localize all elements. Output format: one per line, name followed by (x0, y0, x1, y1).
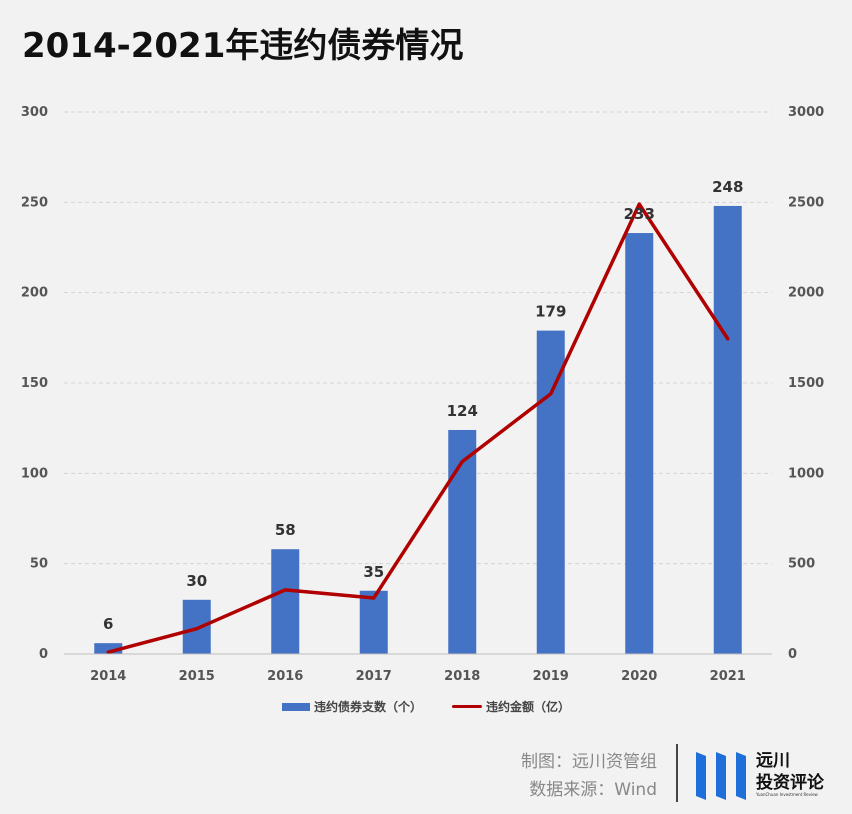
y-left-tick-label: 0 (39, 647, 48, 662)
y-left-tick-label: 300 (21, 105, 48, 120)
bar (359, 590, 388, 654)
legend-bar-label: 违约债券支数（个） (313, 700, 422, 714)
x-tick-label: 2017 (356, 669, 392, 684)
bar (625, 233, 654, 654)
x-tick-label: 2018 (444, 669, 480, 684)
legend: 违约债券支数（个） 违约金额（亿） (0, 698, 852, 715)
bar (536, 330, 565, 654)
footer-divider (676, 744, 678, 802)
bar-data-label: 124 (447, 402, 478, 420)
x-tick-label: 2014 (90, 669, 126, 684)
logo-wordmark: 远川 投资评论 (756, 750, 824, 794)
bar-data-label: 30 (186, 572, 207, 590)
bar-data-label: 58 (275, 521, 296, 539)
gridlines (64, 111, 772, 565)
x-tick-label: 2021 (710, 669, 746, 684)
legend-item-bar: 违约债券支数（个） (281, 698, 422, 715)
y-left-tick-label: 200 (21, 286, 48, 301)
logo-subtitle: YuanChuan Investment Review (756, 792, 818, 797)
bar-data-label: 248 (712, 178, 743, 196)
y-right-tick-label: 3000 (788, 105, 824, 120)
bar-data-label: 35 (363, 563, 384, 581)
y-left-tick-label: 150 (21, 376, 48, 391)
y-right-tick-label: 500 (788, 557, 815, 572)
y-right-tick-label: 2000 (788, 286, 824, 301)
logo: 远川 投资评论 YuanChuan Investment Review (694, 748, 844, 800)
legend-line-swatch (452, 705, 482, 708)
bar (94, 643, 123, 654)
x-tick-label: 2015 (179, 669, 215, 684)
footer: 制图：远川资管组 数据来源：Wind (521, 748, 657, 804)
footer-maker: 制图：远川资管组 (521, 752, 657, 772)
y-right-tick-label: 0 (788, 647, 797, 662)
logo-mark-icon (696, 752, 746, 800)
line-path (106, 202, 730, 654)
logo-name-line1: 远川 (756, 751, 790, 771)
legend-line-label: 违约金额（亿） (486, 700, 571, 714)
bar (448, 429, 477, 654)
y-right-tick-label: 1500 (788, 376, 824, 391)
bar (271, 549, 300, 654)
legend-item-line: 违约金额（亿） (452, 698, 570, 715)
bar (713, 205, 742, 655)
x-tick-label: 2016 (267, 669, 303, 684)
legend-bar-swatch (281, 702, 310, 711)
x-tick-label: 2020 (621, 669, 657, 684)
bar-series (94, 205, 742, 655)
logo-name-line2: 投资评论 (756, 773, 824, 793)
y-left-tick-label: 50 (30, 557, 48, 572)
y-left-tick-label: 100 (21, 466, 48, 481)
bar-data-label: 6 (103, 615, 113, 633)
line-series (106, 202, 730, 654)
axes: 0 0 50 500 100 1000 150 1500 200 2000 250 2500 300 30… (21, 105, 824, 684)
y-right-tick-label: 1000 (788, 466, 824, 481)
x-tick-label: 2019 (533, 669, 569, 684)
y-right-tick-label: 2500 (788, 195, 824, 210)
chart-title: 2014-2021年违约债券情况 (22, 26, 464, 66)
bar-data-label: 179 (535, 303, 566, 321)
y-left-tick-label: 250 (21, 195, 48, 210)
data-labels: 6 30 58 35 124 179 233 248 (103, 178, 743, 633)
footer-source: 数据来源：Wind (529, 780, 657, 800)
chart-area: 6 30 58 35 124 179 233 248 0 0 50 500 100 1000 150 150… (21, 105, 824, 684)
bar-data-label: 233 (624, 205, 655, 223)
